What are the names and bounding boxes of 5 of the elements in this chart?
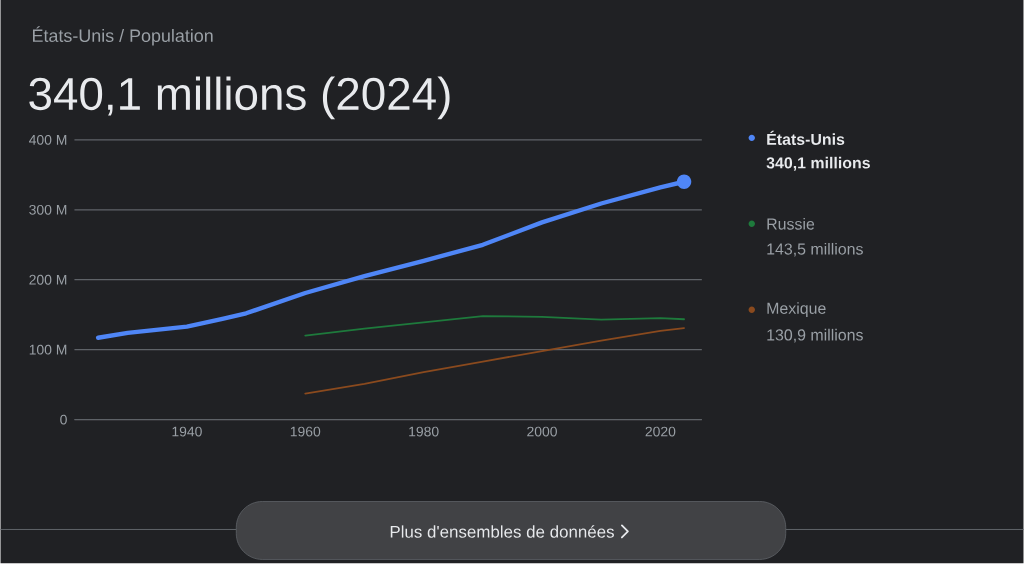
chart-subtitle: États-Unis / Population — [33, 26, 213, 46]
text: Plus d'ensembles de données — [390, 525, 614, 539]
line-series — [304, 327, 685, 395]
chart-title: 340,1 millions (2024) — [29, 76, 450, 120]
line-series — [304, 315, 685, 337]
